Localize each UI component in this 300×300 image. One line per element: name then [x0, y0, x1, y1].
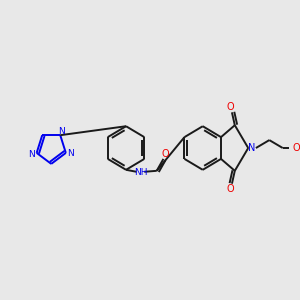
- Text: N: N: [248, 143, 256, 153]
- Text: O: O: [226, 184, 234, 194]
- Text: N: N: [58, 127, 64, 136]
- Text: O: O: [226, 102, 234, 112]
- Text: NH: NH: [134, 168, 147, 177]
- Text: N: N: [67, 149, 74, 158]
- Text: N: N: [28, 150, 35, 159]
- Text: O: O: [161, 149, 169, 159]
- Text: O: O: [292, 143, 300, 153]
